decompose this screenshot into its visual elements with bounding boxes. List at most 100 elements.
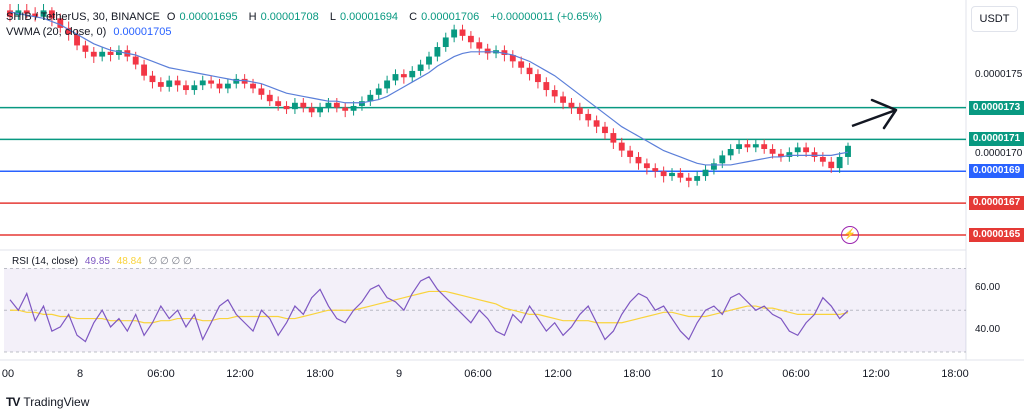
tradingview-text: TradingView [23,395,90,409]
candle-body [476,42,483,49]
candle-body [585,113,592,121]
price-tick-label: 0.0000175 [975,68,1023,80]
candle-body [32,13,39,17]
candle-body [794,147,801,153]
candle-body [434,47,441,57]
candle-body [367,94,374,102]
candle-body [685,177,692,181]
symbol-header: SHIB / TetherUS, 30, BINANCE O 0.00001695… [6,11,606,23]
candle-body [426,56,432,65]
candle-body [509,54,516,62]
rsi-tick-label: 40.00 [975,324,1001,336]
candle-body [384,80,391,89]
candle-body [99,51,106,57]
time-tick-label: 18:00 [306,368,334,380]
close-label: C [409,11,418,23]
candle-body [350,105,357,111]
tradingview-mark-icon: TV [6,395,20,409]
candle-body [174,80,181,86]
vwma-header: VWMA (20, close, 0) 0.00001705 [6,26,175,38]
candle-body [669,172,675,177]
candle-body [283,105,290,110]
rsi-tick-label: 60.00 [975,282,1001,294]
vwma-line [9,11,849,166]
candle-body [342,107,349,111]
candle-body [778,153,784,157]
time-tick-label: 12:00 [544,368,572,380]
candle-body [643,163,650,169]
candle-body [484,48,491,54]
flash-icon[interactable]: ⚡ [841,226,859,244]
candle-body [736,144,742,149]
candle-body [627,150,634,157]
candle-body [769,148,776,154]
candle-body [551,90,558,97]
candle-body [359,101,365,106]
candle-body [333,102,340,108]
vwma-value: 0.00001705 [113,26,172,38]
candle-body [208,80,215,84]
candle-body [459,29,466,36]
change-value: +0.00000011 (+0.65%) [490,11,602,23]
rsi-ma-value: 48.84 [116,256,142,267]
candle-body [576,107,583,114]
candle-body [116,50,122,55]
tradingview-logo[interactable]: TV TradingView [6,395,89,409]
candle-body [535,74,541,83]
price-level-label: 0.0000167 [969,196,1024,211]
candle-body [166,80,173,87]
candle-body [132,56,139,65]
rsi-ma-line [10,290,849,324]
candle-body [593,120,600,127]
candle-body [526,67,533,75]
candle-body [442,37,449,48]
candle-body [157,82,164,87]
candle-body [317,107,323,113]
arrow-head [870,98,898,130]
candle-body [233,78,240,84]
candle-body [518,61,525,68]
candle-body [752,144,759,148]
candle-body [635,156,642,164]
candle-body [250,83,256,89]
time-tick-label: 18:00 [623,368,651,380]
candle-body [275,101,282,106]
time-tick-label: 18:00 [941,368,969,380]
currency-selector[interactable]: USDT [971,6,1018,32]
rsi-value: 49.85 [84,256,110,267]
candle-body [65,27,72,35]
close-value: 0.00001706 [421,11,480,23]
candle-body [392,74,399,81]
rsi-label[interactable]: RSI (14, close) [12,256,79,267]
candle-body [803,147,810,153]
candle-body [560,96,567,103]
price-level-label: 0.0000173 [969,100,1024,115]
candle-body [828,161,835,169]
candle-body [610,133,617,143]
candle-body [191,85,198,91]
time-tick-label: 06:00 [147,368,175,380]
candle-body [602,126,608,134]
price-tick-label: 0.0000170 [975,148,1023,160]
candle-body [618,142,625,151]
candle-body [74,34,80,46]
time-tick-label: 12:00 [226,368,254,380]
candle-body [300,102,307,108]
time-tick-label: 06:00 [782,368,810,380]
vwma-label[interactable]: VWMA (20, close, 0) [6,26,107,38]
candle-body [375,88,382,95]
candle-body [786,152,793,157]
candle-body [568,102,575,108]
candle-body [451,29,458,38]
candle-body [7,10,13,17]
candle-body [325,102,332,108]
candle-body [727,148,734,156]
candle-body [183,85,189,91]
price-level-label: 0.0000171 [969,132,1024,147]
candle-body [216,83,223,89]
time-tick-label: 06:00 [464,368,492,380]
candle-body [291,102,298,110]
symbol-name[interactable]: SHIB / TetherUS, 30, BINANCE [6,11,160,23]
candle-body [224,83,231,89]
